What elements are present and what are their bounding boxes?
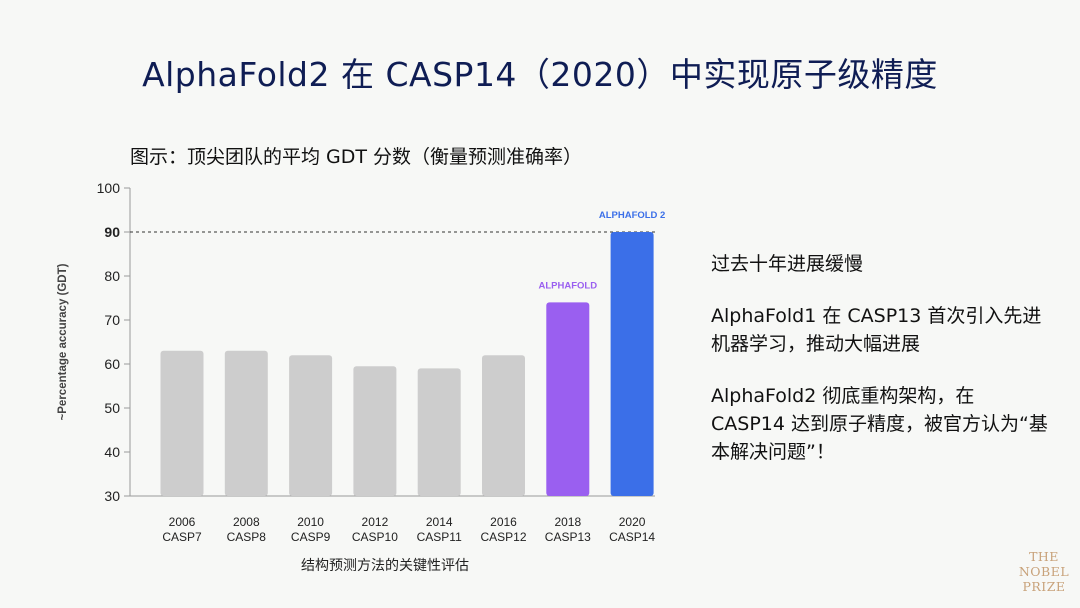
y-tick-label: 90 bbox=[104, 224, 120, 240]
x-tick-casp: CASP7 bbox=[162, 530, 202, 544]
bar-casp8 bbox=[224, 350, 268, 496]
bar-label: ALPHAFOLD 2 bbox=[599, 210, 666, 221]
y-tick-label: 100 bbox=[97, 180, 121, 196]
x-tick-year: 2016 bbox=[490, 515, 517, 529]
x-tick-year: 2008 bbox=[233, 515, 260, 529]
x-tick-year: 2020 bbox=[619, 515, 646, 529]
x-tick-casp: CASP12 bbox=[480, 530, 526, 544]
note-alphafold2: AlphaFold2 彻底重构架构，在 CASP14 达到原子精度，被官方认为“… bbox=[711, 385, 1048, 463]
note-slow-progress: 过去十年进展缓慢 bbox=[711, 253, 864, 275]
bar-casp14 bbox=[610, 232, 654, 496]
y-tick-label: 80 bbox=[104, 268, 120, 284]
x-tick-casp: CASP14 bbox=[609, 530, 655, 544]
y-tick-label: 70 bbox=[104, 312, 120, 328]
y-tick-label: 30 bbox=[104, 488, 120, 504]
bar-casp13 bbox=[546, 302, 590, 496]
bar-casp11 bbox=[417, 368, 461, 496]
x-tick-casp: CASP13 bbox=[545, 530, 591, 544]
y-axis-title: ~Percentage accuracy (GDT) bbox=[57, 263, 69, 420]
x-tick-year: 2018 bbox=[554, 515, 581, 529]
x-axis-title: 结构预测方法的关键性评估 bbox=[301, 558, 469, 574]
bar-casp12 bbox=[482, 355, 525, 496]
chart-subtitle: 图示：顶尖团队的平均 GDT 分数（衡量预测准确率） bbox=[130, 146, 583, 168]
x-tick-year: 2010 bbox=[297, 515, 324, 529]
x-tick-casp: CASP9 bbox=[291, 530, 331, 544]
bar-casp7 bbox=[160, 350, 204, 496]
x-tick-year: 2012 bbox=[362, 515, 389, 529]
slide-title: AlphaFold2 在 CASP14（2020）中实现原子级精度 bbox=[142, 55, 938, 94]
x-tick-year: 2006 bbox=[169, 515, 196, 529]
y-tick-label: 50 bbox=[104, 400, 120, 416]
y-tick-label: 60 bbox=[104, 356, 120, 372]
nobel-prize-logo: THE NOBEL PRIZE bbox=[1018, 549, 1070, 594]
note-alphafold1: AlphaFold1 在 CASP13 首次引入先进机器学习，推动大幅进展 bbox=[711, 305, 1042, 355]
x-tick-casp: CASP10 bbox=[352, 530, 398, 544]
bar-label: ALPHAFOLD bbox=[539, 280, 598, 291]
bar-chart: 304050607080901002006CASP72008CASP82010C… bbox=[57, 180, 666, 574]
bar-casp10 bbox=[353, 366, 397, 496]
y-tick-label: 40 bbox=[104, 444, 120, 460]
bar-casp9 bbox=[289, 355, 333, 496]
notes-panel: 过去十年进展缓慢 AlphaFold1 在 CASP13 首次引入先进机器学习，… bbox=[711, 250, 1051, 490]
x-tick-casp: CASP11 bbox=[417, 530, 462, 544]
x-tick-casp: CASP8 bbox=[227, 530, 267, 544]
x-tick-year: 2014 bbox=[426, 515, 453, 529]
